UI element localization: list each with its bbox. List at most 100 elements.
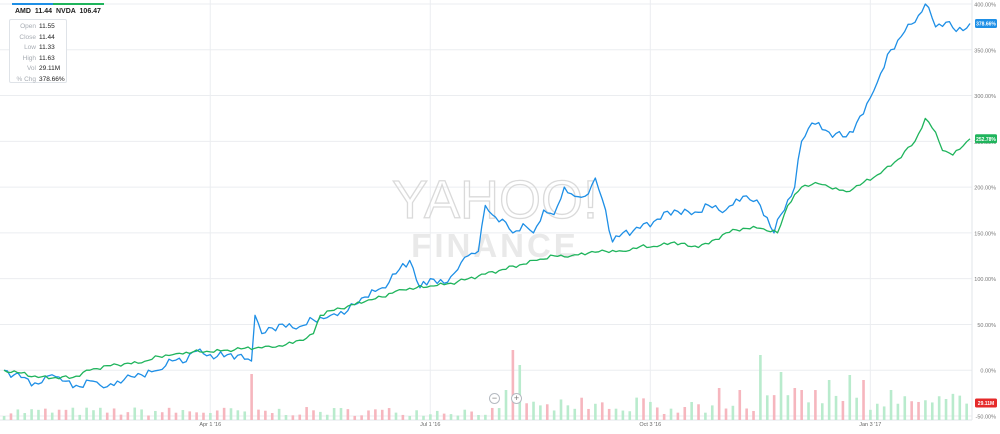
- volume-bar: [793, 388, 797, 420]
- volume-bar: [64, 409, 68, 420]
- volume-bar: [621, 410, 625, 420]
- volume-bar: [511, 350, 515, 420]
- volume-bar: [250, 374, 253, 420]
- volume-bar: [422, 415, 425, 420]
- y-tick-label: 150.00%: [974, 231, 996, 237]
- volume-bar: [545, 404, 549, 420]
- y-tick-label: -50.00%: [976, 415, 997, 421]
- x-tick-label: Jan 3 '17: [859, 422, 881, 428]
- volume-bar: [264, 410, 267, 420]
- volume-bar: [607, 408, 611, 420]
- volume-bar: [484, 414, 487, 420]
- zoom-in-icon: +: [513, 393, 520, 403]
- quote-label: Close: [19, 33, 36, 41]
- volume-bar: [552, 410, 556, 420]
- watermark-line2: FINANCE: [411, 227, 579, 264]
- volume-bar: [312, 410, 315, 420]
- quote-label: Open: [20, 23, 36, 30]
- volume-bar: [442, 413, 446, 420]
- y-tick-label: 350.00%: [974, 48, 996, 54]
- volume-bar: [903, 396, 907, 420]
- quote-label: High: [22, 54, 36, 62]
- volume-bar: [958, 395, 962, 420]
- volume-bar: [759, 355, 762, 420]
- volume-bar: [490, 407, 494, 420]
- volume-bar: [676, 412, 680, 420]
- volume-bar: [429, 414, 432, 420]
- volume-bar: [731, 405, 735, 420]
- zoom-out-icon: −: [491, 393, 498, 403]
- volume-bar: [85, 407, 88, 420]
- volume-bar: [325, 414, 329, 420]
- quote-row-low: Low 11.33: [10, 43, 66, 54]
- volume-bar: [202, 412, 205, 420]
- volume-bar: [319, 411, 322, 420]
- volume-bar: [532, 401, 535, 420]
- y-tick-label: 300.00%: [974, 94, 996, 100]
- volume-bar: [772, 395, 776, 420]
- volume-bar: [160, 412, 164, 420]
- volume-bar: [944, 399, 948, 420]
- x-tick-label: Oct 3 '16: [639, 422, 661, 428]
- volume-bar: [112, 408, 116, 420]
- volume-bar: [394, 412, 398, 420]
- volume-bar: [353, 415, 357, 420]
- ticker-tab-amd[interactable]: AMD 11.44: [12, 3, 56, 18]
- volume-bar: [889, 390, 893, 420]
- volume-bar: [855, 397, 858, 420]
- volume-bar: [779, 372, 783, 420]
- y-tick-label: 100.00%: [974, 277, 996, 283]
- volume-bar: [814, 390, 817, 420]
- volume-bar: [924, 400, 927, 420]
- volume-bar: [697, 404, 700, 420]
- quote-value: 11.44: [39, 33, 55, 41]
- volume-bar: [642, 398, 645, 420]
- volume-bar: [209, 413, 212, 420]
- zoom-in-button[interactable]: +: [511, 393, 522, 404]
- ticker-value-nvda: 106.47: [79, 8, 101, 15]
- volume-bar: [834, 395, 838, 420]
- volume-bar: [167, 407, 171, 420]
- volume-bar: [408, 415, 412, 420]
- volume-bar: [937, 396, 941, 420]
- y-tick-label: 0.00%: [980, 369, 996, 375]
- volume-bar: [463, 409, 467, 420]
- watermark-line1: YAHOO!: [392, 170, 598, 230]
- series-line-amd: [3, 3, 971, 389]
- zoom-out-button[interactable]: −: [489, 393, 500, 404]
- volume-bar: [662, 413, 666, 420]
- quote-row-vol: Vol 29.11M: [10, 64, 66, 75]
- volume-bar: [820, 403, 824, 420]
- volume-bar: [869, 409, 872, 420]
- price-series: [3, 3, 971, 389]
- volume-bar: [807, 402, 810, 420]
- quote-row-chg: % Chg 378.66%: [10, 75, 66, 86]
- volume-bar: [215, 410, 219, 420]
- volume-bar: [704, 412, 707, 420]
- volume-bar: [477, 415, 480, 420]
- volume-bar: [504, 390, 508, 420]
- volume-bar: [655, 407, 659, 420]
- volume-bar: [374, 409, 377, 420]
- volume-badge-label: 29.11M: [978, 401, 994, 407]
- volume-bar: [380, 409, 384, 420]
- volume-bar: [738, 390, 742, 420]
- ticker-tab-nvda[interactable]: NVDA 106.47: [53, 3, 104, 18]
- volume-bar: [710, 405, 714, 420]
- volume-bar: [539, 405, 542, 420]
- quote-value: 11.63: [39, 54, 55, 62]
- volume-bar: [848, 375, 852, 420]
- volume-bar: [910, 401, 913, 420]
- quote-label: Low: [24, 44, 36, 52]
- end-badge-label-amd: 378.66%: [976, 22, 996, 28]
- volume-bar: [195, 412, 198, 420]
- volume-bar: [236, 410, 240, 420]
- volume-bar: [470, 411, 473, 420]
- volume-bar: [525, 403, 528, 420]
- volume-bar: [965, 403, 968, 420]
- volume-bar: [44, 408, 47, 420]
- volume-bar: [683, 407, 687, 420]
- volume-bar: [133, 407, 137, 420]
- quote-row-high: High 11.63: [10, 54, 66, 65]
